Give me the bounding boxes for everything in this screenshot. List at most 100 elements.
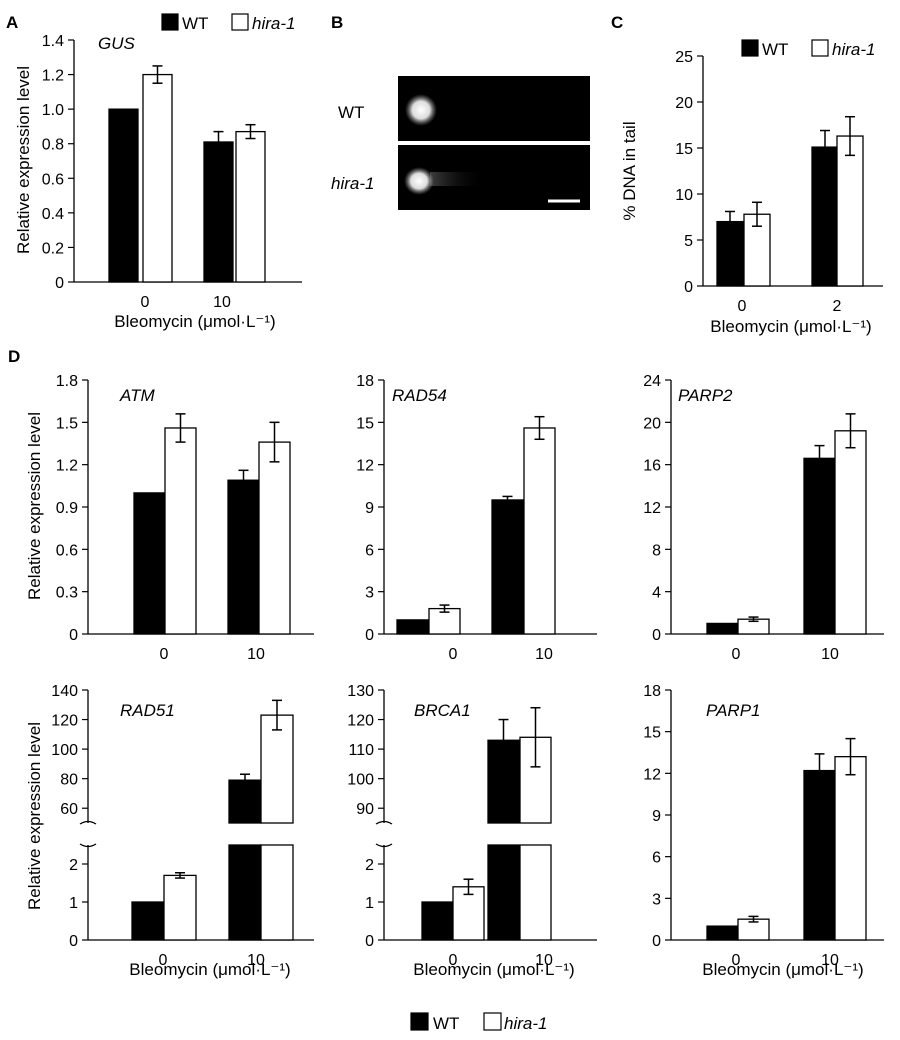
x-tick-label: 10 bbox=[535, 952, 553, 969]
x-tick-label: 0 bbox=[732, 952, 741, 969]
legend-label-wt: WT bbox=[762, 40, 788, 59]
bar-wt bbox=[491, 499, 524, 635]
legend-swatch-wt bbox=[410, 1012, 429, 1031]
panel-b-comet-image: WT hira-1 bbox=[331, 76, 590, 210]
y-tick-label: 1.8 bbox=[56, 373, 78, 390]
gene-label: ATM bbox=[119, 386, 155, 405]
bar-hira bbox=[523, 427, 556, 635]
bar-wt bbox=[421, 901, 454, 941]
y-tick-label: 12 bbox=[643, 500, 661, 517]
x-tick-label: 2 bbox=[833, 298, 842, 315]
legend-swatch-wt bbox=[161, 13, 179, 31]
comet-row-label-wt: WT bbox=[338, 103, 364, 122]
y-tick-label: 0 bbox=[652, 627, 661, 644]
bar-wt bbox=[706, 925, 739, 941]
y-upper-tick-label: 100 bbox=[51, 742, 78, 759]
y-upper-tick-label: 80 bbox=[60, 772, 78, 789]
y-tick-label: 15 bbox=[675, 141, 693, 158]
x-tick-label: 10 bbox=[247, 646, 265, 663]
x-axis-label: Bleomycin (μmol·L⁻¹) bbox=[129, 960, 290, 979]
bar-wt-lower bbox=[487, 844, 520, 941]
y-lower-tick-label: 0 bbox=[69, 933, 78, 950]
y-upper-tick-label: 60 bbox=[60, 801, 78, 818]
chart-rad51-5: 0 1 2 60 80 100 120 140 0 10 RAD51 Bleomycin (μmol·… bbox=[25, 683, 314, 979]
x-tick-label: 0 bbox=[449, 646, 458, 663]
y-tick-label: 0.9 bbox=[56, 500, 78, 517]
y-tick-label: 5 bbox=[684, 233, 693, 250]
y-tick-label: 18 bbox=[356, 373, 374, 390]
x-tick-label: 10 bbox=[247, 952, 265, 969]
y-tick-label: 6 bbox=[365, 542, 374, 559]
y-tick-label: 9 bbox=[365, 500, 374, 517]
y-upper-tick-label: 100 bbox=[347, 772, 374, 789]
bar-wt bbox=[108, 108, 139, 283]
y-tick-label: 10 bbox=[675, 187, 693, 204]
bar-wt bbox=[811, 146, 839, 287]
x-axis-label: Bleomycin (μmol·L⁻¹) bbox=[702, 960, 863, 979]
x-tick-label: 0 bbox=[160, 646, 169, 663]
y-tick-label: 1.4 bbox=[42, 33, 64, 50]
bar-wt bbox=[131, 901, 165, 941]
y-tick-label: 12 bbox=[356, 458, 374, 475]
x-tick-label: 10 bbox=[213, 294, 231, 311]
legend-label-hira: hira-1 bbox=[504, 1014, 547, 1033]
bar-wt-lower bbox=[228, 844, 262, 941]
legend-swatch-wt bbox=[741, 39, 759, 57]
y-tick-label: 9 bbox=[652, 808, 661, 825]
bar-hira bbox=[142, 73, 173, 283]
y-tick-label: 8 bbox=[652, 542, 661, 559]
chart-parp2-4: 0 4 8 12 16 20 24 0 10 PARP2 bbox=[643, 373, 884, 663]
x-tick-label: 10 bbox=[821, 952, 839, 969]
bar-wt bbox=[203, 141, 234, 283]
x-tick-label: 0 bbox=[449, 952, 458, 969]
legend-label-wt: WT bbox=[433, 1014, 459, 1033]
y-upper-tick-label: 120 bbox=[51, 713, 78, 730]
y-tick-label: 18 bbox=[643, 683, 661, 700]
chart-rad54-3: 0 3 6 9 12 15 18 0 10 RAD54 bbox=[356, 373, 597, 663]
axis-break-mark-upper bbox=[79, 820, 97, 825]
bar-hira bbox=[260, 714, 294, 824]
x-tick-label: 0 bbox=[159, 952, 168, 969]
y-upper-tick-label: 110 bbox=[348, 742, 374, 759]
bar-wt bbox=[803, 769, 836, 941]
legend-swatch-hira bbox=[483, 1012, 502, 1031]
y-tick-label: 20 bbox=[643, 415, 661, 432]
x-tick-label: 10 bbox=[535, 646, 553, 663]
panel-label-c: C bbox=[611, 13, 623, 32]
y-tick-label: 0 bbox=[55, 275, 64, 292]
y-lower-tick-label: 2 bbox=[69, 857, 78, 874]
gene-label: BRCA1 bbox=[414, 701, 471, 720]
y-axis-label: Relative expression level bbox=[14, 66, 33, 254]
y-tick-label: 24 bbox=[643, 373, 661, 390]
y-tick-label: 1.2 bbox=[42, 68, 64, 85]
bar-hira bbox=[258, 441, 291, 635]
legend-swatch-hira bbox=[231, 13, 249, 31]
chart-parp1-7: 0 3 6 9 12 15 18 0 10 PARP1 Bleomycin (μmol·L⁻¹) bbox=[643, 683, 884, 979]
bar-wt bbox=[133, 492, 166, 635]
y-tick-label: 0.2 bbox=[42, 240, 64, 257]
y-tick-label: 1.2 bbox=[56, 458, 78, 475]
chart-brca1-6: 0 1 2 90 100 110 120 130 0 10 BRCA1 Bleomycin (μmol… bbox=[347, 683, 597, 979]
x-tick-label: 0 bbox=[732, 646, 741, 663]
y-upper-tick-label: 120 bbox=[347, 713, 374, 730]
y-tick-label: 0 bbox=[652, 933, 661, 950]
bar-hira bbox=[834, 756, 867, 941]
y-tick-label: 4 bbox=[652, 585, 661, 602]
panel-label-a: A bbox=[6, 13, 18, 32]
y-tick-label: 25 bbox=[675, 49, 693, 66]
x-axis-label: Bleomycin (μmol·L⁻¹) bbox=[710, 317, 871, 336]
y-tick-label: 0 bbox=[69, 627, 78, 644]
x-axis-label: Bleomycin (μmol·L⁻¹) bbox=[413, 960, 574, 979]
chart-atm-2: 0 0.3 0.6 0.9 1.2 1.5 1.8 0 10 ATM Relative expres… bbox=[25, 373, 314, 663]
axis-break-mark-lower bbox=[79, 843, 97, 848]
y-upper-tick-label: 140 bbox=[51, 683, 78, 700]
comet-head-hira bbox=[404, 167, 434, 195]
y-tick-label: 1.0 bbox=[42, 102, 64, 119]
bar-hira bbox=[164, 427, 197, 635]
gene-label: RAD54 bbox=[392, 386, 447, 405]
panel-label-b: B bbox=[331, 13, 343, 32]
y-tick-label: 12 bbox=[643, 766, 661, 783]
axis-break-mark-upper bbox=[375, 820, 393, 825]
